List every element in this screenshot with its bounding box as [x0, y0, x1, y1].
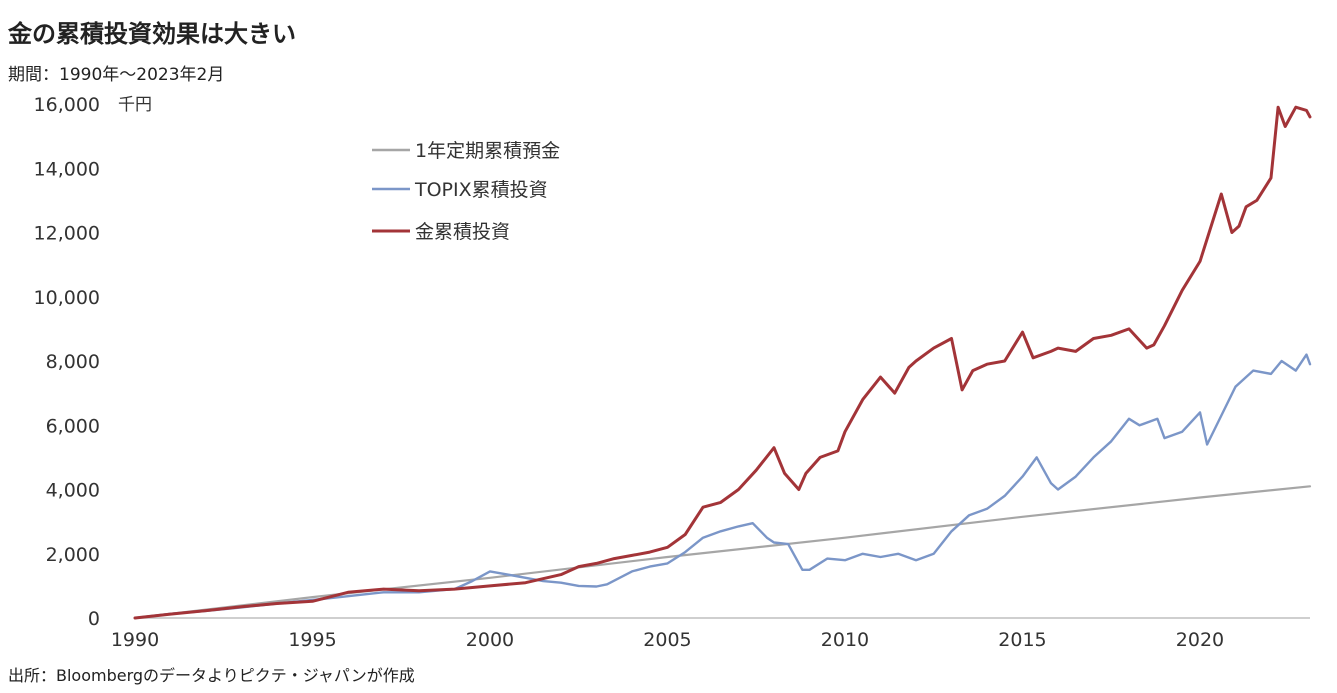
x-tick-label: 1995: [288, 629, 336, 651]
y-tick-label: 10,000: [34, 287, 100, 309]
y-tick-label: 2,000: [46, 544, 100, 566]
series-line-2: [133, 353, 1312, 620]
chart-period: 期間：1990年～2023年2月: [8, 65, 225, 85]
x-tick-label: 2000: [466, 629, 514, 651]
y-tick-label: 12,000: [34, 223, 100, 245]
y-unit-label: 千円: [118, 95, 152, 115]
y-tick-label: 0: [88, 608, 100, 630]
series-line-3: [133, 105, 1312, 620]
x-tick-label: 2015: [998, 629, 1046, 651]
legend-label: TOPIX累積投資: [414, 179, 548, 201]
axes: 0 2,000 4,000 6,000 8,000 10,000 12,000 14,000 1…: [34, 94, 1310, 651]
x-tick-label: 1990: [111, 629, 159, 651]
source-note: 出所：Bloombergのデータよりピクテ・ジャパンが作成: [8, 666, 415, 685]
x-tick-label: 2020: [1176, 629, 1224, 651]
legend-label: 金累積投資: [415, 221, 510, 243]
y-tick-label: 8,000: [46, 351, 100, 373]
x-tick-label: 2005: [643, 629, 691, 651]
y-tick-label: 16,000: [34, 94, 100, 116]
x-tick-label: 2010: [821, 629, 869, 651]
legend-label: 1年定期累積預金: [415, 140, 560, 162]
y-tick-label: 4,000: [46, 480, 100, 502]
series-layer: [133, 105, 1312, 620]
y-tick-label: 14,000: [34, 158, 100, 180]
y-tick-label: 6,000: [46, 415, 100, 437]
chart-title: 金の累積投資効果は大きい: [8, 20, 296, 48]
series-line-1: [133, 485, 1312, 620]
